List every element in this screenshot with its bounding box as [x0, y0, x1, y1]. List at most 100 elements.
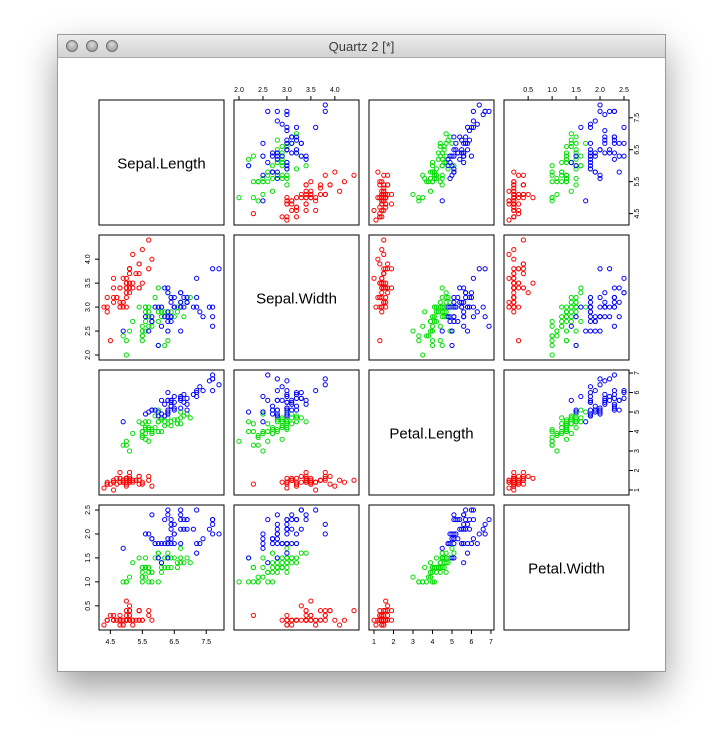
data-point: [265, 516, 271, 523]
data-point: [210, 323, 216, 329]
diagonal-label: Petal.Width: [528, 561, 605, 578]
data-point: [274, 147, 280, 153]
data-point: [573, 140, 579, 146]
data-point: [327, 608, 333, 614]
tick-label: 4.0: [85, 254, 92, 264]
data-point: [313, 124, 319, 130]
data-point: [303, 188, 309, 194]
data-point: [181, 391, 187, 398]
data-point: [250, 195, 256, 201]
tick-label: 2.5: [258, 87, 268, 94]
data-point: [435, 309, 441, 315]
data-point: [120, 328, 126, 334]
data-point: [337, 477, 343, 483]
data-point: [298, 617, 304, 623]
data-point: [245, 419, 252, 425]
data-point: [104, 617, 110, 623]
data-point: [269, 188, 276, 194]
data-point: [568, 137, 574, 143]
data-point: [146, 564, 152, 571]
data-point: [142, 309, 149, 315]
data-point: [437, 323, 443, 329]
data-point: [194, 550, 200, 556]
data-point: [149, 536, 155, 542]
data-point: [506, 201, 512, 207]
data-point: [424, 333, 430, 339]
data-point: [245, 555, 252, 561]
data-point: [269, 430, 276, 437]
data-point: [130, 560, 136, 566]
data-point: [549, 434, 555, 440]
data-point: [133, 477, 139, 483]
data-point: [431, 172, 438, 178]
data-point: [573, 417, 579, 423]
data-point: [468, 294, 475, 301]
data-point: [322, 608, 328, 614]
data-point: [165, 407, 171, 413]
data-point: [427, 318, 434, 325]
data-point: [158, 309, 165, 315]
data-point: [515, 285, 522, 291]
data-point: [289, 540, 295, 547]
close-window-button[interactable]: [66, 40, 78, 52]
data-point: [379, 622, 385, 628]
data-point: [381, 622, 387, 628]
data-point: [453, 147, 459, 153]
data-point: [549, 172, 555, 178]
data-point: [274, 413, 280, 419]
data-point: [381, 270, 387, 277]
data-point: [308, 179, 314, 185]
data-point: [265, 579, 271, 585]
data-point: [464, 147, 471, 153]
data-point: [146, 579, 152, 585]
data-point: [563, 156, 570, 162]
data-point: [298, 507, 304, 513]
data-point: [269, 150, 276, 156]
data-point: [379, 207, 385, 214]
data-point: [445, 163, 451, 169]
data-point: [520, 477, 526, 483]
data-point: [459, 299, 465, 305]
data-point: [597, 405, 603, 411]
data-point: [245, 163, 252, 169]
data-point: [443, 290, 449, 296]
data-point: [587, 299, 594, 305]
data-point: [265, 428, 271, 435]
data-point: [439, 342, 445, 349]
data-point: [194, 275, 200, 281]
data-point: [351, 172, 357, 178]
zoom-window-button[interactable]: [106, 40, 118, 52]
data-point: [530, 195, 536, 201]
data-point: [210, 376, 216, 382]
data-point: [130, 251, 136, 257]
data-point: [194, 540, 200, 547]
data-point: [439, 545, 445, 551]
data-point: [377, 294, 383, 301]
data-point: [303, 469, 309, 476]
data-point: [149, 407, 155, 413]
data-point: [486, 323, 492, 329]
data-point: [194, 393, 200, 400]
data-point: [381, 617, 387, 623]
data-point: [293, 617, 300, 623]
data-point: [385, 290, 391, 296]
data-point: [568, 159, 574, 166]
data-point: [162, 423, 168, 429]
panel-frame-1-3: [503, 234, 630, 361]
data-point: [279, 214, 285, 220]
data-point: [511, 477, 517, 483]
data-point: [616, 285, 622, 291]
data-point: [563, 425, 570, 431]
data-point: [568, 397, 574, 403]
data-point: [431, 314, 438, 320]
data-point: [520, 182, 526, 188]
minimize-window-button[interactable]: [86, 40, 98, 52]
tick-label: 6.5: [169, 639, 179, 646]
tick-label: 4.5: [106, 639, 116, 646]
data-point: [303, 156, 309, 162]
data-point: [443, 569, 449, 575]
data-point: [274, 536, 280, 542]
data-point: [123, 579, 129, 585]
data-point: [322, 102, 328, 108]
data-point: [146, 304, 152, 310]
